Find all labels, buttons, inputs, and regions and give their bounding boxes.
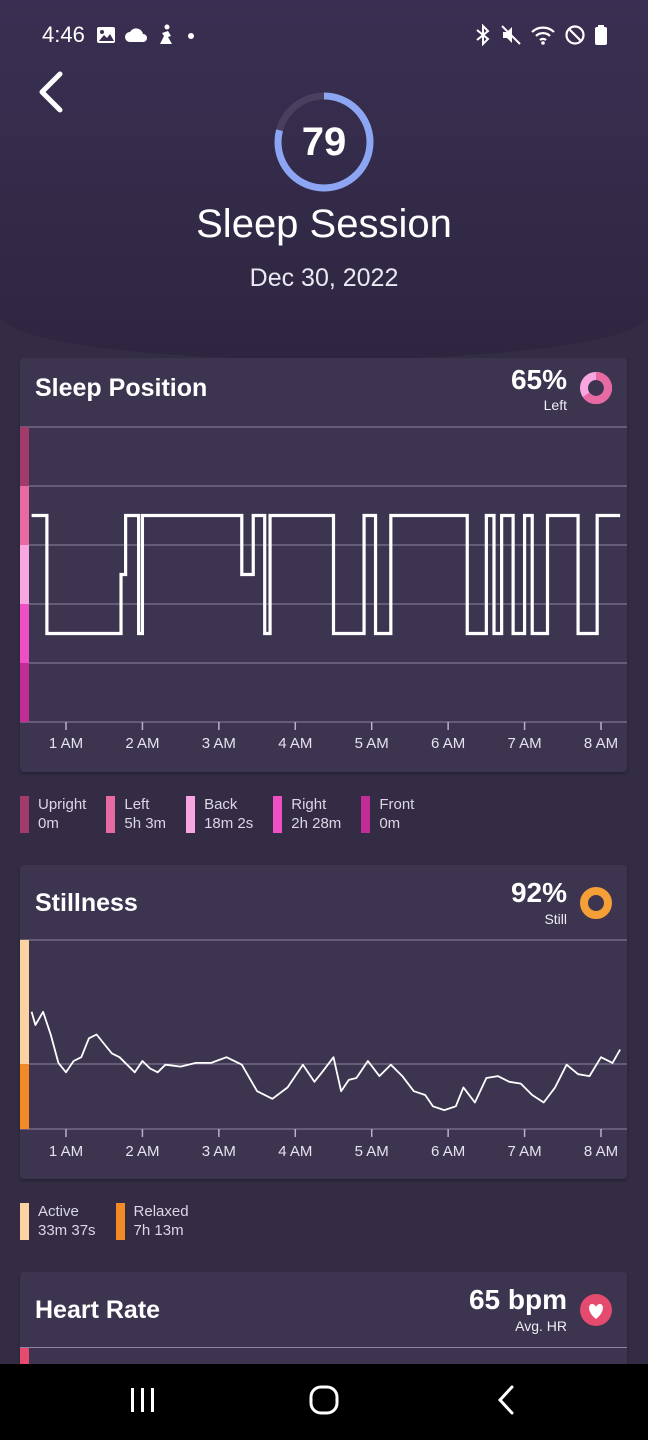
legend-value: 5h 3m [124,815,167,832]
x-tick-label: 8 AM [584,735,618,752]
back-button[interactable] [30,68,74,116]
legend-label: Upright [38,796,87,813]
x-tick-label: 1 AM [49,735,83,752]
x-tick-label: 6 AM [431,735,465,752]
legend-swatch [361,796,371,833]
stillness-chart: 1 AM 2 AM 3 AM 4 AM 5 AM 6 AM 7 AM 8 AM [20,939,627,1160]
stillness-legend: Active 33m 37s Relaxed 7h 13m [20,1202,209,1240]
position-legend-item: Left 5h 3m [106,795,166,833]
stillness-legend-item: Relaxed 7h 13m [115,1202,189,1240]
legend-label: Relaxed [133,1203,189,1220]
back-nav-button[interactable] [476,1378,536,1422]
session-date: Dec 30, 2022 [249,264,399,292]
legend-swatch [273,796,283,833]
stillness-card[interactable]: Stillness 92% Still 1 AM 2 AM 3 AM 4 AM 5 AM… [20,865,627,1179]
legend-value: 0m [38,815,59,832]
legend-value: 0m [379,815,401,832]
legend-label: Back [204,796,238,813]
position-legend-item: Right 2h 28m [273,795,341,833]
sleep-score-ring [274,92,374,192]
sleep-score-arc [274,92,374,192]
divider [20,1347,627,1348]
stillness-legend-item: Active 33m 37s [20,1202,96,1240]
stillness-series-line [30,1010,621,1111]
position-legend-item: Upright 0m [20,795,86,833]
position-band-right [20,604,29,663]
legend-swatch [186,796,196,833]
x-tick-label: 4 AM [278,735,312,752]
sleep-position-legend: Upright 0m Left 5h 3m Back 18m 2s Right 2h 28m F… [20,795,434,833]
system-nav-bar [0,1364,648,1440]
status-time: 4:46 [42,22,85,47]
legend-value: 18m 2s [204,815,254,832]
status-right-icons [474,24,608,46]
legend-value: 33m 37s [38,1222,96,1239]
home-button[interactable] [294,1378,354,1422]
x-tick-label: 2 AM [125,735,159,752]
status-left-icons [96,24,198,46]
cloud-icon [125,28,147,42]
x-tick-label: 3 AM [202,735,236,752]
x-tick-label: 7 AM [507,735,541,752]
recent-apps-button[interactable] [113,1378,173,1422]
figure-icon [160,24,172,44]
x-tick-label: 7 AM [507,1143,541,1160]
legend-swatch [20,796,29,833]
stillness-band-relaxed [20,1064,29,1129]
header-background [0,0,648,360]
legend-value: 2h 28m [291,815,342,832]
position-legend-item: Back 18m 2s [186,795,253,833]
bluetooth-icon [476,24,490,46]
sleep-score: 79 [301,119,347,164]
legend-label: Left [124,796,150,813]
position-band-front [20,663,29,722]
heart-icon [580,1294,612,1326]
x-tick-label: 6 AM [431,1143,465,1160]
x-tick-label: 3 AM [202,1143,236,1160]
stat-value: 92% [510,877,567,908]
battery-icon [595,25,607,45]
x-tick-label: 1 AM [49,1143,83,1160]
stillness-band-active [20,940,29,1064]
x-tick-label: 2 AM [125,1143,159,1160]
do-not-disturb-icon [565,25,585,45]
sleep-position-card[interactable]: Sleep Position 65% Left 1 AM 2 AM 3 AM 4 AM… [20,358,627,772]
x-tick-label: 5 AM [355,735,389,752]
sleep-position-chart: 1 AM 2 AM 3 AM 4 AM 5 AM 6 AM 7 AM 8 AM [20,426,627,752]
card-title: Stillness [35,889,138,917]
legend-value: 7h 13m [133,1222,184,1239]
position-band-upright [20,427,29,486]
legend-label: Active [38,1203,79,1220]
legend-label: Right [291,796,327,813]
stat-value: 65 bpm [468,1284,567,1315]
wifi-icon [531,26,555,45]
position-band-back [20,545,29,604]
x-tick-label: 5 AM [355,1143,389,1160]
stat-sub: Avg. HR [515,1318,567,1334]
stat-sub: Still [544,911,567,927]
position-series-line [31,513,621,636]
stillness-ring-icon [580,887,612,919]
position-legend-item: Front 0m [361,795,414,833]
position-donut-icon [580,372,612,404]
mute-icon [501,25,521,45]
card-title: Sleep Position [35,374,208,402]
legend-swatch [20,1203,29,1240]
card-title: Heart Rate [35,1296,161,1324]
stat-sub: Left [543,397,567,413]
image-icon [97,27,115,43]
page-title: Sleep Session [196,202,452,246]
legend-label: Front [379,796,415,813]
dot-icon [188,33,194,39]
x-tick-label: 8 AM [584,1143,618,1160]
legend-swatch [106,796,116,833]
x-tick-label: 4 AM [278,1143,312,1160]
stat-value: 65% [510,364,567,395]
status-bar: 4:46 [0,0,648,70]
legend-swatch [115,1203,125,1240]
position-band-left [20,486,29,545]
